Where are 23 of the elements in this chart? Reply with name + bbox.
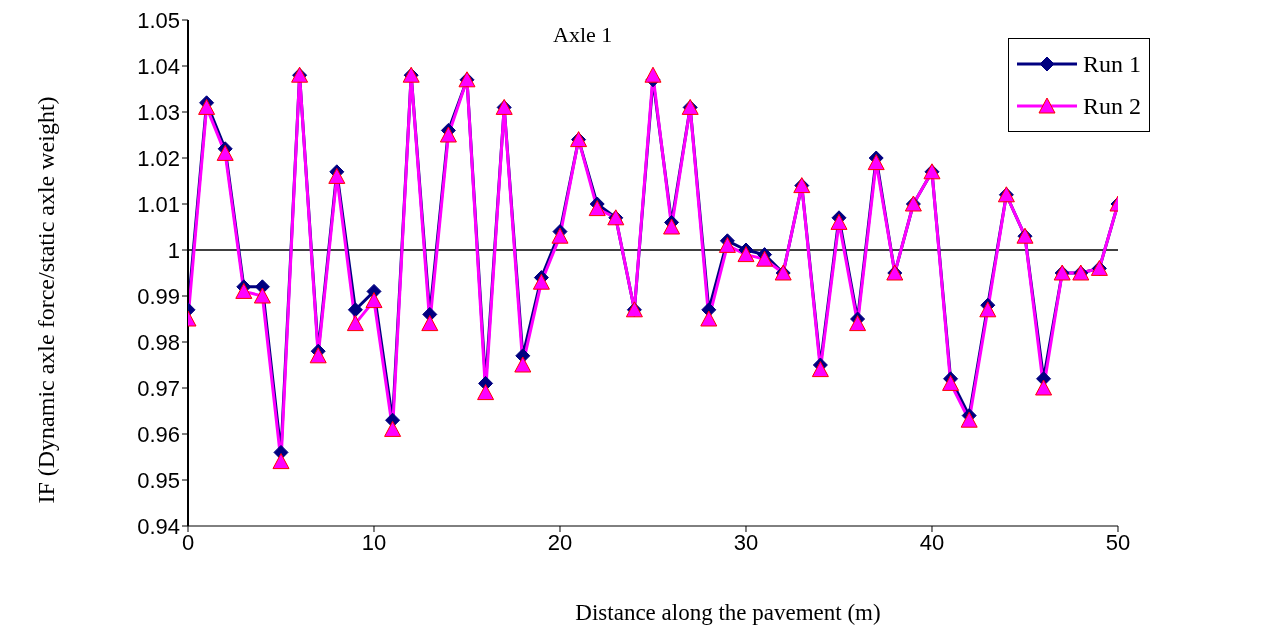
y-tick-label: 1.05 bbox=[137, 7, 180, 33]
y-tick-label: 1.02 bbox=[137, 145, 180, 171]
x-tick-label: 50 bbox=[1105, 529, 1131, 555]
x-tick-label: 40 bbox=[919, 529, 945, 555]
x-tick-label: 0 bbox=[181, 529, 195, 555]
legend-label: Run 1 bbox=[1082, 50, 1141, 78]
x-axis-title: Distance along the pavement (m) bbox=[574, 600, 882, 626]
y-tick-label: 0.97 bbox=[137, 375, 180, 401]
y-tick-label: 0.98 bbox=[137, 329, 180, 355]
y-tick-label: 0.94 bbox=[137, 513, 180, 539]
legend-label: Run 2 bbox=[1082, 92, 1141, 120]
x-tick-label: 10 bbox=[361, 529, 387, 555]
x-tick-label: 30 bbox=[733, 529, 759, 555]
y-tick-label: 0.96 bbox=[137, 421, 180, 447]
y-axis-title: IF (Dynamic axle force/static axle weight) bbox=[32, 95, 60, 506]
y-tick-label: 0.99 bbox=[137, 283, 180, 309]
x-tick-label: 20 bbox=[547, 529, 573, 555]
y-tick-label: 1.04 bbox=[137, 53, 180, 79]
y-tick-label: 1 bbox=[167, 237, 180, 263]
y-tick-label: 1.03 bbox=[137, 99, 180, 125]
y-tick-label: 0.95 bbox=[137, 467, 180, 493]
chart-title: Axle 1 bbox=[553, 22, 613, 48]
y-tick-label: 1.01 bbox=[137, 191, 180, 217]
